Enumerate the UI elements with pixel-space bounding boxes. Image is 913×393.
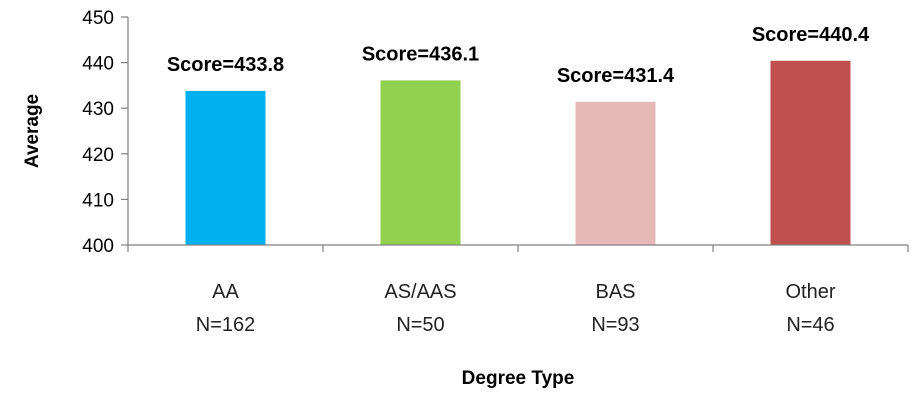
bar-as-aas <box>380 80 461 245</box>
y-tick-label-400: 400 <box>82 236 114 257</box>
data-label-bas: Score=431.4 <box>557 65 675 87</box>
y-tick-label-420: 420 <box>82 145 114 166</box>
data-labels: Score=433.8 Score=436.1 Score=431.4 Score=4… <box>167 24 870 87</box>
category-label-bas: BAS <box>595 281 635 303</box>
category-count-aa: N=162 <box>196 314 256 336</box>
bar-other <box>770 60 851 245</box>
y-tick-label-430: 430 <box>82 99 114 120</box>
y-tick-label-410: 410 <box>82 190 114 211</box>
data-label-as-aas: Score=436.1 <box>362 43 479 65</box>
data-label-aa: Score=433.8 <box>167 54 284 76</box>
category-label-aa: AA <box>212 281 239 303</box>
y-axis-ticks: 400 410 420 430 440 450 <box>82 8 909 257</box>
data-label-other: Score=440.4 <box>752 24 870 46</box>
category-count-as-aas: N=50 <box>396 314 444 336</box>
bars <box>185 60 851 245</box>
category-labels: AA N=162 AS/AAS N=50 BAS N=93 Other N=46 <box>196 281 836 336</box>
bar-bas <box>575 101 656 245</box>
x-axis-title: Degree Type <box>462 368 575 389</box>
bar-aa <box>185 90 266 245</box>
y-tick-label-440: 440 <box>82 54 114 75</box>
category-count-other: N=46 <box>786 314 834 336</box>
category-label-other: Other <box>785 281 835 303</box>
y-axis-title: Average <box>22 94 43 168</box>
category-label-as-aas: AS/AAS <box>384 281 456 303</box>
category-count-bas: N=93 <box>591 314 639 336</box>
y-tick-label-450: 450 <box>82 8 114 29</box>
